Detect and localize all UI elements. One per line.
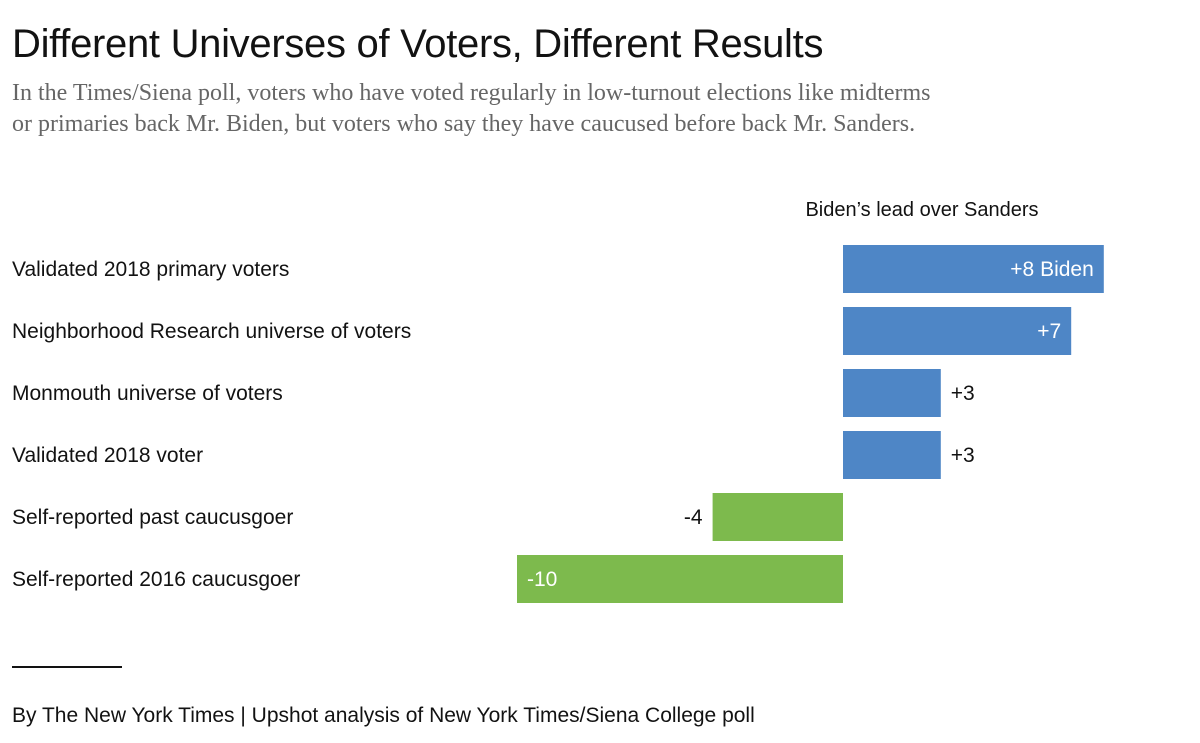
subtitle-line-2: or primaries back Mr. Biden, but voters … bbox=[12, 111, 916, 137]
row-label-validated-2018-primary-voters: Validated 2018 primary voters bbox=[12, 258, 289, 281]
row-label-self-reported-2016-caucusgoer: Self-reported 2016 caucusgoer bbox=[12, 568, 300, 591]
bar-self-reported-past-caucusgoer bbox=[712, 493, 843, 541]
value-label-self-reported-2016-caucusgoer: -10 bbox=[527, 568, 557, 591]
row-label-neighborhood-research-universe-of-voters: Neighborhood Research universe of voters bbox=[12, 320, 411, 343]
row-label-monmouth-universe-of-voters: Monmouth universe of voters bbox=[12, 382, 283, 405]
row-label-validated-2018-voter: Validated 2018 voter bbox=[12, 444, 203, 467]
value-label-validated-2018-primary-voters: +8 Biden bbox=[1010, 258, 1094, 281]
chart-subtitle: In the Times/Siena poll, voters who have… bbox=[12, 78, 1172, 140]
row-label-self-reported-past-caucusgoer: Self-reported past caucusgoer bbox=[12, 506, 293, 529]
value-label-self-reported-past-caucusgoer: -4 bbox=[684, 506, 703, 529]
bar-neighborhood-research-universe-of-voters bbox=[843, 307, 1072, 355]
subtitle-line-1: In the Times/Siena poll, voters who have… bbox=[12, 80, 931, 106]
source-note: By The New York Times | Upshot analysis … bbox=[12, 704, 755, 727]
bar-validated-2018-voter bbox=[843, 431, 941, 479]
value-label-validated-2018-voter: +3 bbox=[951, 444, 975, 467]
bar-validated-2018-primary-voters bbox=[843, 245, 1104, 293]
value-label-monmouth-universe-of-voters: +3 bbox=[951, 382, 975, 405]
footer-rule bbox=[12, 666, 122, 668]
chart-title: Different Universes of Voters, Different… bbox=[12, 22, 824, 66]
bar-chart: Biden’s lead over Sanders Validated 2018… bbox=[12, 199, 1104, 603]
bar-monmouth-universe-of-voters bbox=[843, 369, 941, 417]
value-label-neighborhood-research-universe-of-voters: +7 bbox=[1037, 320, 1061, 343]
bar-self-reported-2016-caucusgoer bbox=[517, 555, 843, 603]
axis-title: Biden’s lead over Sanders bbox=[805, 199, 1038, 221]
chart-rows: Validated 2018 primary voters +8 Biden Nei… bbox=[12, 245, 1104, 603]
